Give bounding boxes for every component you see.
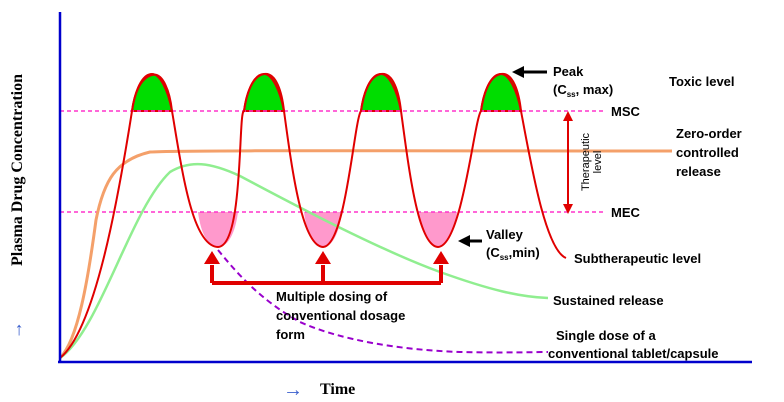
sustained-release-label: Sustained release <box>553 293 664 308</box>
y-axis-label: Plasma Drug Concentration <box>9 74 26 266</box>
single-dose-label-1: Single dose of a <box>556 328 656 343</box>
msc-label: MSC <box>611 104 641 119</box>
toxic-region-1 <box>130 73 174 112</box>
therapeutic-label-2: level <box>592 151 604 174</box>
down-arrow-icon <box>563 204 573 214</box>
multiple-dosing-label-1: Multiple dosing of <box>276 289 388 304</box>
multiple-dosing-bracket <box>204 251 449 285</box>
multiple-dosing-curve <box>59 72 567 359</box>
sustained-release-curve <box>59 162 549 360</box>
peak-sublabel: (Css, max) <box>553 82 613 99</box>
peak-pointer <box>512 66 547 78</box>
up-arrow-icon <box>563 111 573 121</box>
peak-label: Peak <box>553 64 584 79</box>
left-arrow-icon <box>458 235 470 247</box>
therapeutic-label-1: Therapeutic <box>580 132 592 191</box>
multiple-dosing-label-2: conventional dosage <box>276 308 405 323</box>
zero-order-curve <box>58 149 673 360</box>
y-axis-label-group: → Plasma Drug Concentration <box>6 74 26 339</box>
single-dose-label-2: conventional tablet/capsule <box>548 346 719 361</box>
mec-label: MEC <box>611 205 641 220</box>
toxic-level-label: Toxic level <box>669 74 735 89</box>
zero-order-label-2: controlled <box>676 145 739 160</box>
y-axis-arrow: → <box>6 321 26 339</box>
zero-order-label-3: release <box>676 164 721 179</box>
multiple-dosing-label-3: form <box>276 327 305 342</box>
valley-label: Valley <box>486 227 524 242</box>
x-axis-label: Time <box>320 381 355 398</box>
valley-pointer <box>458 235 482 247</box>
up-arrow-icon <box>315 251 331 264</box>
up-arrow-icon <box>204 251 220 264</box>
left-arrow-icon <box>512 66 524 78</box>
therapeutic-range-arrow <box>563 111 573 214</box>
zero-order-label-1: Zero-order <box>676 126 742 141</box>
valley-sublabel: (Css,min) <box>486 245 540 262</box>
single-dose-curve <box>217 249 549 354</box>
valley-region-3 <box>419 212 457 247</box>
subtherapeutic-label: Subtherapeutic level <box>574 251 701 266</box>
up-arrow-icon <box>433 251 449 264</box>
toxic-regions <box>130 72 523 112</box>
x-axis-arrow: → <box>283 379 303 401</box>
